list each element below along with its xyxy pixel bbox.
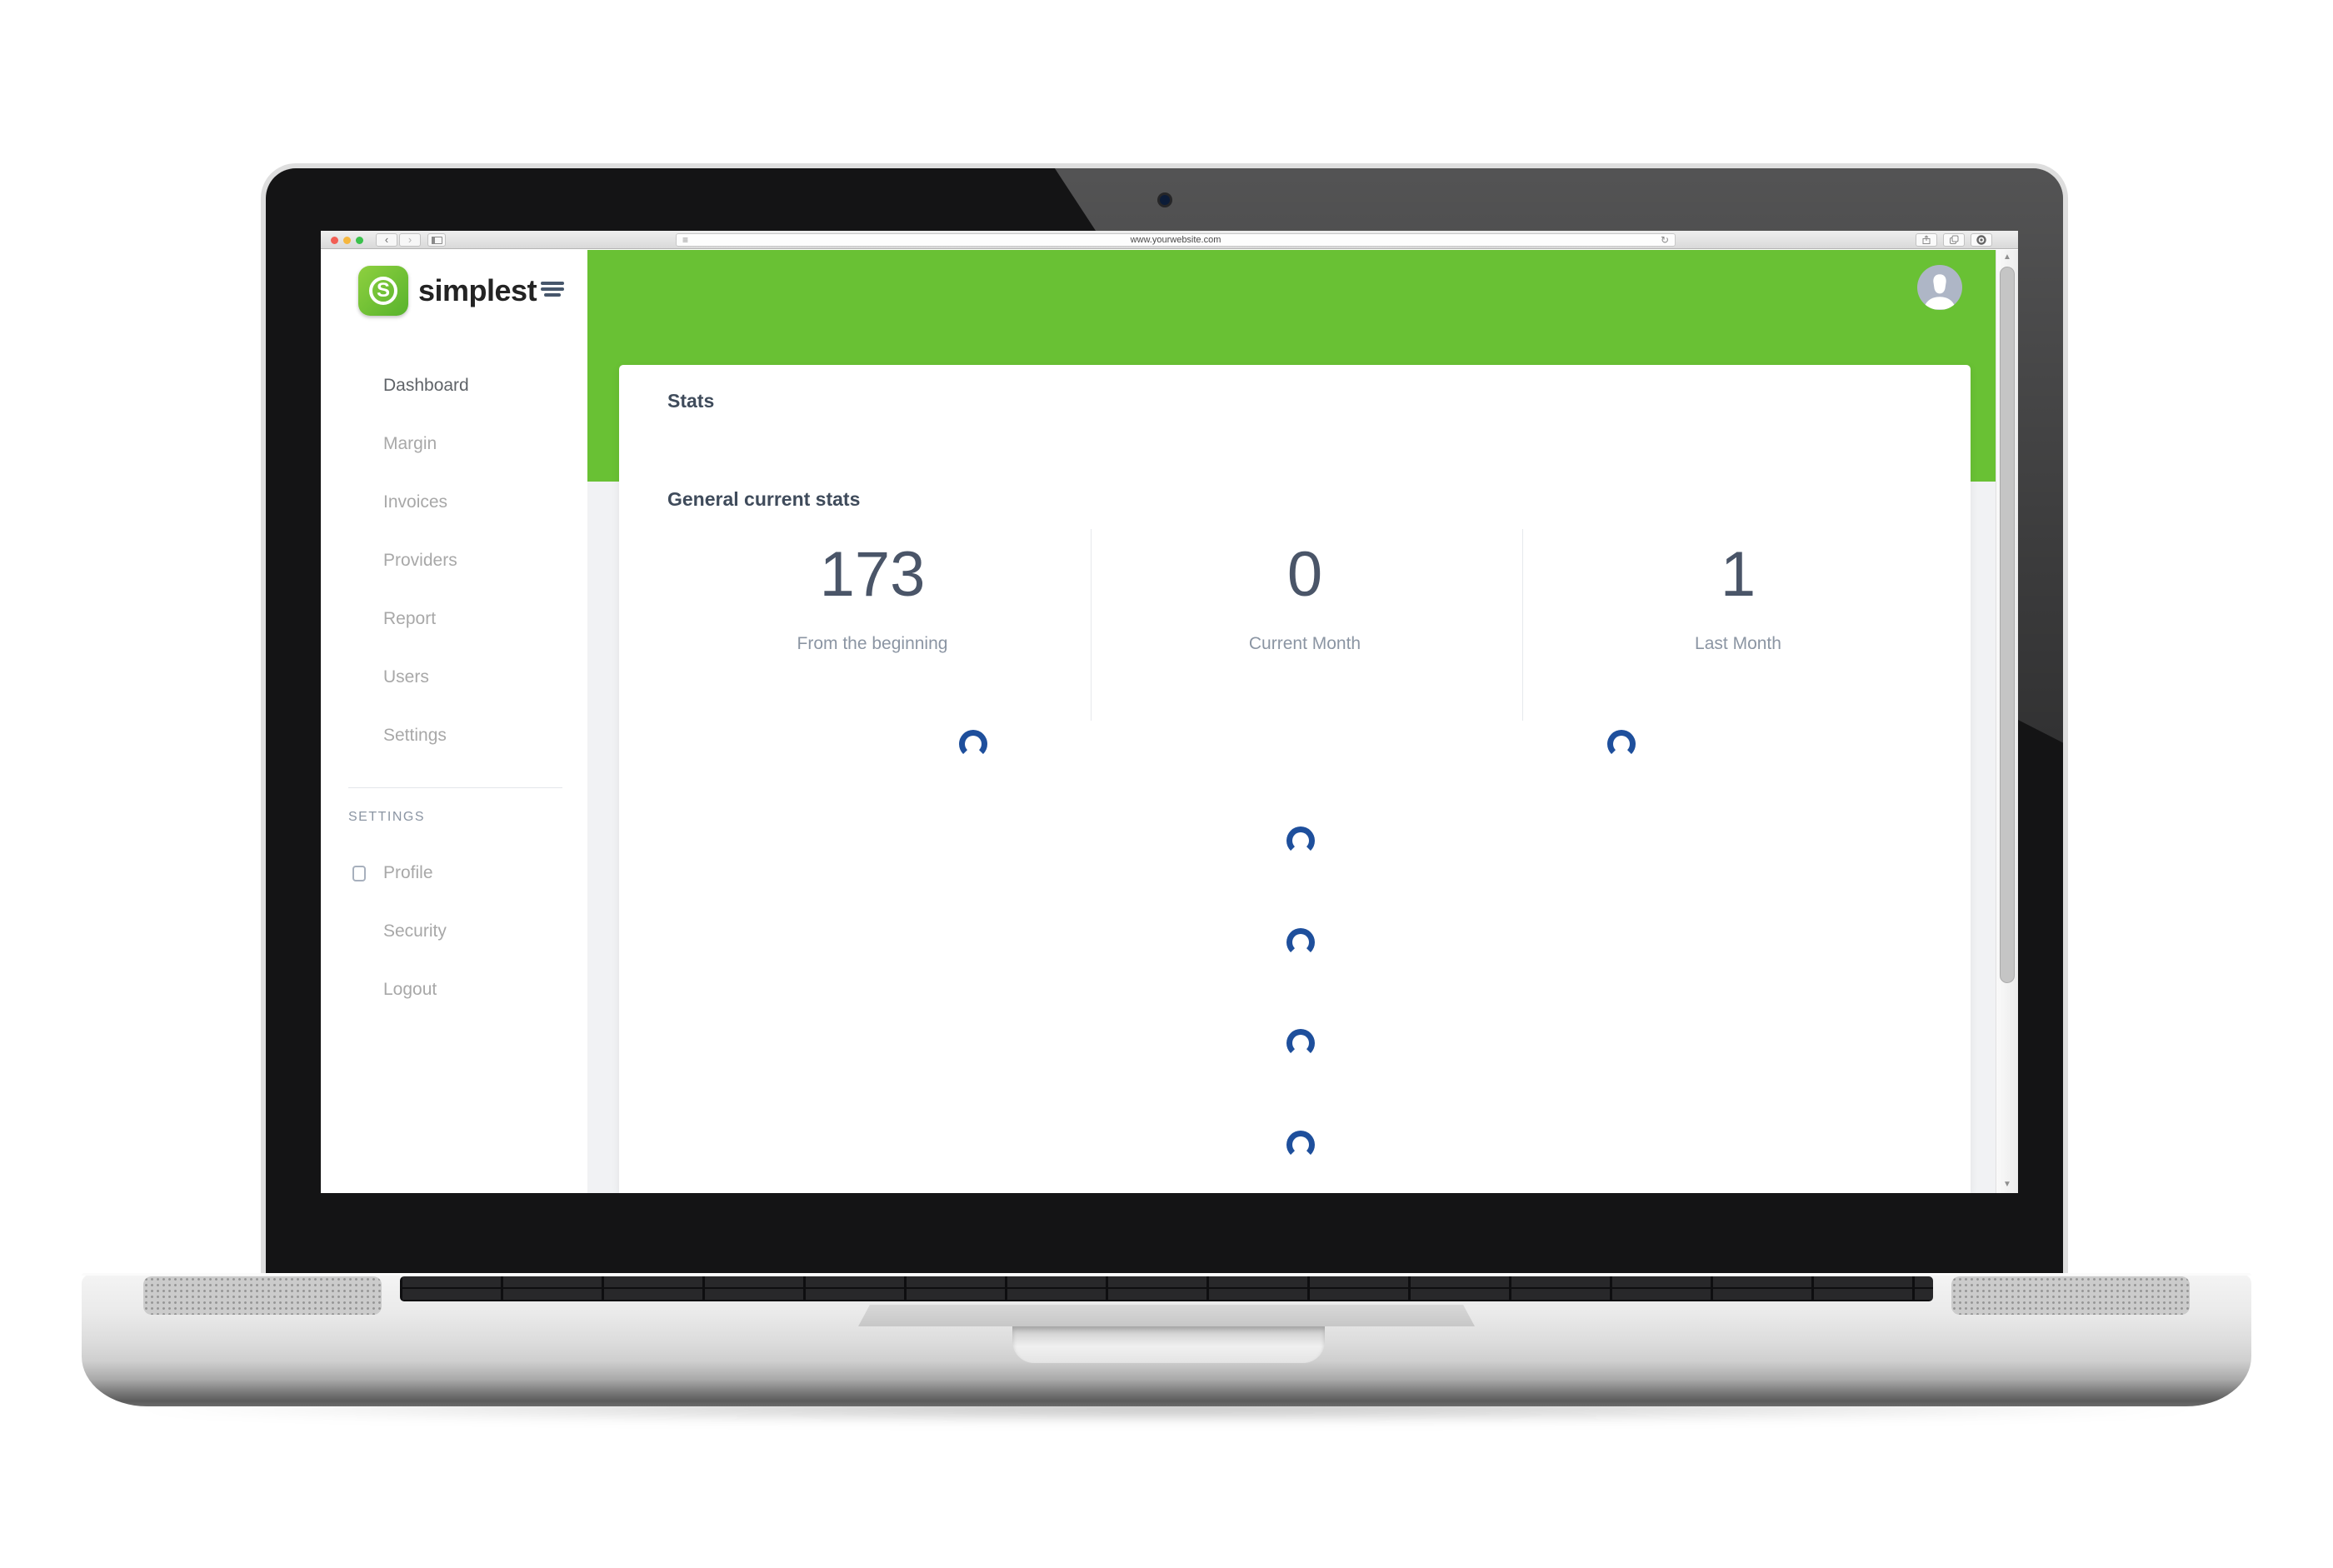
share-icon [1922, 235, 1931, 244]
sidebar-item-margin[interactable]: Margin [383, 434, 437, 453]
sidebar-pane-icon[interactable] [427, 233, 446, 247]
downloads-button[interactable] [1971, 233, 1992, 247]
profile-icon [352, 866, 366, 881]
loading-spinner [959, 730, 987, 758]
web-page: S simplest Dashboard Margin Invoices Pro… [321, 250, 2018, 1193]
stat-value: 1 [1720, 539, 1756, 610]
sidebar-divider [348, 787, 562, 788]
sidebar-item-invoices[interactable]: Invoices [383, 492, 448, 512]
sidebar-item-profile[interactable]: Profile [321, 844, 587, 902]
forward-button[interactable]: › [399, 233, 421, 247]
browser-chrome: ‹ › ≡ www.yourwebsite.com ↻ [321, 231, 2018, 249]
minimize-button[interactable] [343, 236, 351, 244]
stat-from-beginning: 173 From the beginning [664, 529, 1081, 654]
stats-card: Stats General current stats 173 From the… [619, 365, 1971, 1193]
app-logo[interactable]: S simplest [358, 265, 537, 317]
scroll-down-icon[interactable]: ▼ [2003, 1180, 2011, 1189]
stat-label: Last Month [1695, 634, 1781, 653]
back-button[interactable]: ‹ [376, 233, 397, 247]
menu-toggle-icon[interactable] [541, 280, 564, 297]
tabs-icon [1950, 235, 1959, 244]
speaker-grille-left [143, 1276, 382, 1315]
loading-spinner [1286, 1029, 1315, 1057]
speaker-grille-right [1951, 1276, 2190, 1315]
sidebar-item-security[interactable]: Security [383, 921, 447, 941]
logo-text: simplest [418, 273, 537, 307]
loading-spinner [1286, 826, 1315, 855]
stat-value: 0 [1286, 539, 1323, 610]
person-silhouette-icon [1923, 274, 1956, 310]
reload-icon[interactable]: ↻ [1660, 234, 1669, 246]
app-sidebar: S simplest Dashboard Margin Invoices Pro… [321, 250, 587, 1193]
sidebar-item-logout[interactable]: Logout [383, 980, 437, 999]
gear-s-logo-icon: S [358, 266, 408, 316]
scroll-up-icon[interactable]: ▲ [2003, 252, 2011, 262]
loading-spinner [1286, 928, 1315, 956]
close-button[interactable] [331, 236, 338, 244]
loading-spinner [1286, 1131, 1315, 1159]
stat-divider [1522, 529, 1523, 721]
stat-divider [1091, 529, 1092, 721]
laptop-lid: ‹ › ≡ www.yourwebsite.com ↻ [261, 163, 2068, 1273]
keyboard [400, 1276, 1933, 1301]
stat-label: From the beginning [797, 634, 948, 653]
tabs-button[interactable] [1943, 233, 1965, 247]
zoom-button[interactable] [356, 236, 363, 244]
loading-spinner [1607, 730, 1636, 758]
section-title: General current stats [667, 488, 861, 510]
lid-opening-notch [1012, 1326, 1325, 1363]
laptop-bezel: ‹ › ≡ www.yourwebsite.com ↻ [266, 168, 2063, 1273]
browser-scrollbar[interactable]: ▲ ▼ [1996, 250, 2018, 1193]
sidebar-item-providers[interactable]: Providers [383, 551, 457, 570]
browser-window: ‹ › ≡ www.yourwebsite.com ↻ [321, 231, 2018, 1193]
trackpad [858, 1305, 1475, 1326]
sidebar-item-report[interactable]: Report [383, 609, 437, 628]
address-bar[interactable]: ≡ www.yourwebsite.com ↻ [676, 233, 1676, 247]
downloads-icon [1976, 235, 1986, 245]
sidebar-item-settings[interactable]: Settings [383, 726, 447, 745]
laptop-base [82, 1273, 2251, 1406]
settings-section-header: SETTINGS [348, 810, 426, 824]
stat-label: Current Month [1248, 634, 1361, 653]
scrollbar-thumb[interactable] [2000, 267, 2015, 983]
sidebar-item-users[interactable]: Users [383, 667, 429, 687]
stat-value: 173 [819, 539, 926, 610]
sidebar-item-dashboard[interactable]: Dashboard [383, 376, 469, 395]
stat-current-month: 0 Current Month [1097, 529, 1513, 654]
reader-list-icon[interactable]: ≡ [682, 234, 689, 246]
settings-nav: Profile Security Logout [321, 844, 587, 1019]
share-button[interactable] [1916, 233, 1937, 247]
card-title: Stats [667, 390, 715, 412]
profile-label: Profile [383, 863, 433, 882]
sidebar-nav: Dashboard Margin Invoices Providers Repo… [321, 357, 587, 765]
stat-last-month: 1 Last Month [1530, 529, 1946, 654]
main-content: Stats General current stats 173 From the… [587, 250, 1996, 1193]
url-text: www.yourwebsite.com [1130, 235, 1221, 245]
user-avatar[interactable] [1917, 265, 1962, 310]
webcam-icon [1159, 195, 1170, 205]
base-edge-highlight [82, 1273, 2251, 1276]
